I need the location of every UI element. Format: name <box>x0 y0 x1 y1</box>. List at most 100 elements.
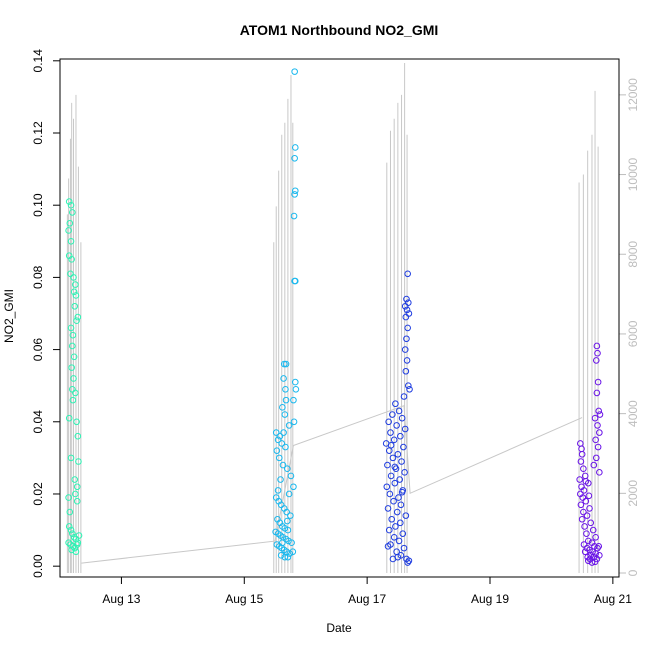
data-point <box>390 436 398 444</box>
data-point <box>398 458 405 465</box>
data-point <box>387 429 394 436</box>
data-point <box>65 227 72 234</box>
data-point <box>392 523 399 530</box>
data-point <box>578 515 586 523</box>
data-point <box>596 411 604 418</box>
data-point <box>290 396 297 404</box>
data-point <box>384 505 392 512</box>
data-point <box>73 497 81 505</box>
x-tick-label: Aug 21 <box>594 592 632 606</box>
data-point <box>398 488 406 496</box>
data-point <box>389 411 396 418</box>
data-point <box>586 505 593 512</box>
data-point <box>277 552 285 559</box>
data-point <box>274 487 282 494</box>
data-point <box>589 526 597 534</box>
data-point <box>397 432 404 440</box>
data-point <box>398 414 406 422</box>
data-point <box>285 490 293 498</box>
data-point <box>581 548 589 556</box>
data-point <box>72 548 80 556</box>
data-point <box>73 418 80 426</box>
y2-tick-label: 8000 <box>626 241 640 268</box>
data-point <box>280 375 287 382</box>
points-layer <box>65 68 604 566</box>
data-point <box>65 198 73 205</box>
data-point <box>594 349 601 357</box>
data-point <box>75 532 83 539</box>
x-tick-label: Aug 19 <box>471 592 509 606</box>
data-point <box>592 357 600 364</box>
data-point <box>67 454 75 462</box>
data-point <box>389 454 397 462</box>
data-point <box>595 407 603 415</box>
y2-tick-label: 10000 <box>626 158 640 192</box>
data-point <box>400 544 408 552</box>
data-point <box>291 277 299 285</box>
data-point <box>74 432 82 440</box>
y-tick-label: 0.08 <box>31 265 45 289</box>
data-point <box>277 476 284 483</box>
data-point <box>284 526 292 534</box>
data-point <box>292 385 300 393</box>
data-point <box>69 543 77 550</box>
data-point <box>581 523 588 530</box>
data-point <box>595 543 603 550</box>
data-point <box>395 407 403 415</box>
data-point <box>596 429 603 436</box>
data-point <box>72 389 79 397</box>
data-point <box>593 342 601 350</box>
data-point <box>276 454 283 462</box>
data-point <box>290 212 298 220</box>
data-point <box>279 461 287 469</box>
data-point <box>65 494 72 501</box>
data-point <box>279 404 286 411</box>
y2-tick-label: 12000 <box>626 78 640 112</box>
y-axis-label: NO2_GMI <box>2 289 16 343</box>
data-point <box>401 425 409 433</box>
data-point <box>587 519 595 527</box>
data-point <box>577 458 585 465</box>
data-point <box>284 553 292 561</box>
data-point <box>385 418 392 426</box>
y2-tick-label: 4000 <box>626 400 640 427</box>
data-point <box>405 557 413 565</box>
data-point <box>65 414 73 422</box>
data-point <box>406 385 413 393</box>
data-point <box>402 512 410 519</box>
data-point <box>401 302 409 310</box>
data-point <box>392 465 400 473</box>
data-point <box>591 414 599 422</box>
data-point <box>580 465 587 473</box>
data-point <box>281 411 289 418</box>
data-point <box>395 494 402 501</box>
data-point <box>291 68 298 75</box>
data-point <box>283 465 291 473</box>
data-point <box>592 454 600 462</box>
data-point <box>394 553 402 561</box>
data-point <box>67 237 75 245</box>
data-point <box>69 331 77 339</box>
data-point <box>594 378 602 386</box>
data-point <box>590 461 598 469</box>
data-point <box>584 557 592 565</box>
data-point <box>397 501 405 509</box>
data-point <box>73 541 81 548</box>
data-point <box>65 539 72 547</box>
data-point <box>283 517 291 525</box>
data-point <box>273 447 281 454</box>
data-point <box>74 313 82 321</box>
data-point <box>387 441 395 449</box>
data-point <box>592 436 599 444</box>
data-point <box>403 335 410 343</box>
data-point <box>404 270 411 278</box>
data-point <box>282 360 290 368</box>
data-point <box>404 324 411 332</box>
data-point <box>405 382 412 389</box>
data-point <box>272 429 280 436</box>
x-tick-label: Aug 17 <box>348 592 386 606</box>
data-point <box>397 519 404 527</box>
data-point <box>577 501 585 509</box>
data-point <box>592 533 599 541</box>
data-point <box>580 487 588 494</box>
